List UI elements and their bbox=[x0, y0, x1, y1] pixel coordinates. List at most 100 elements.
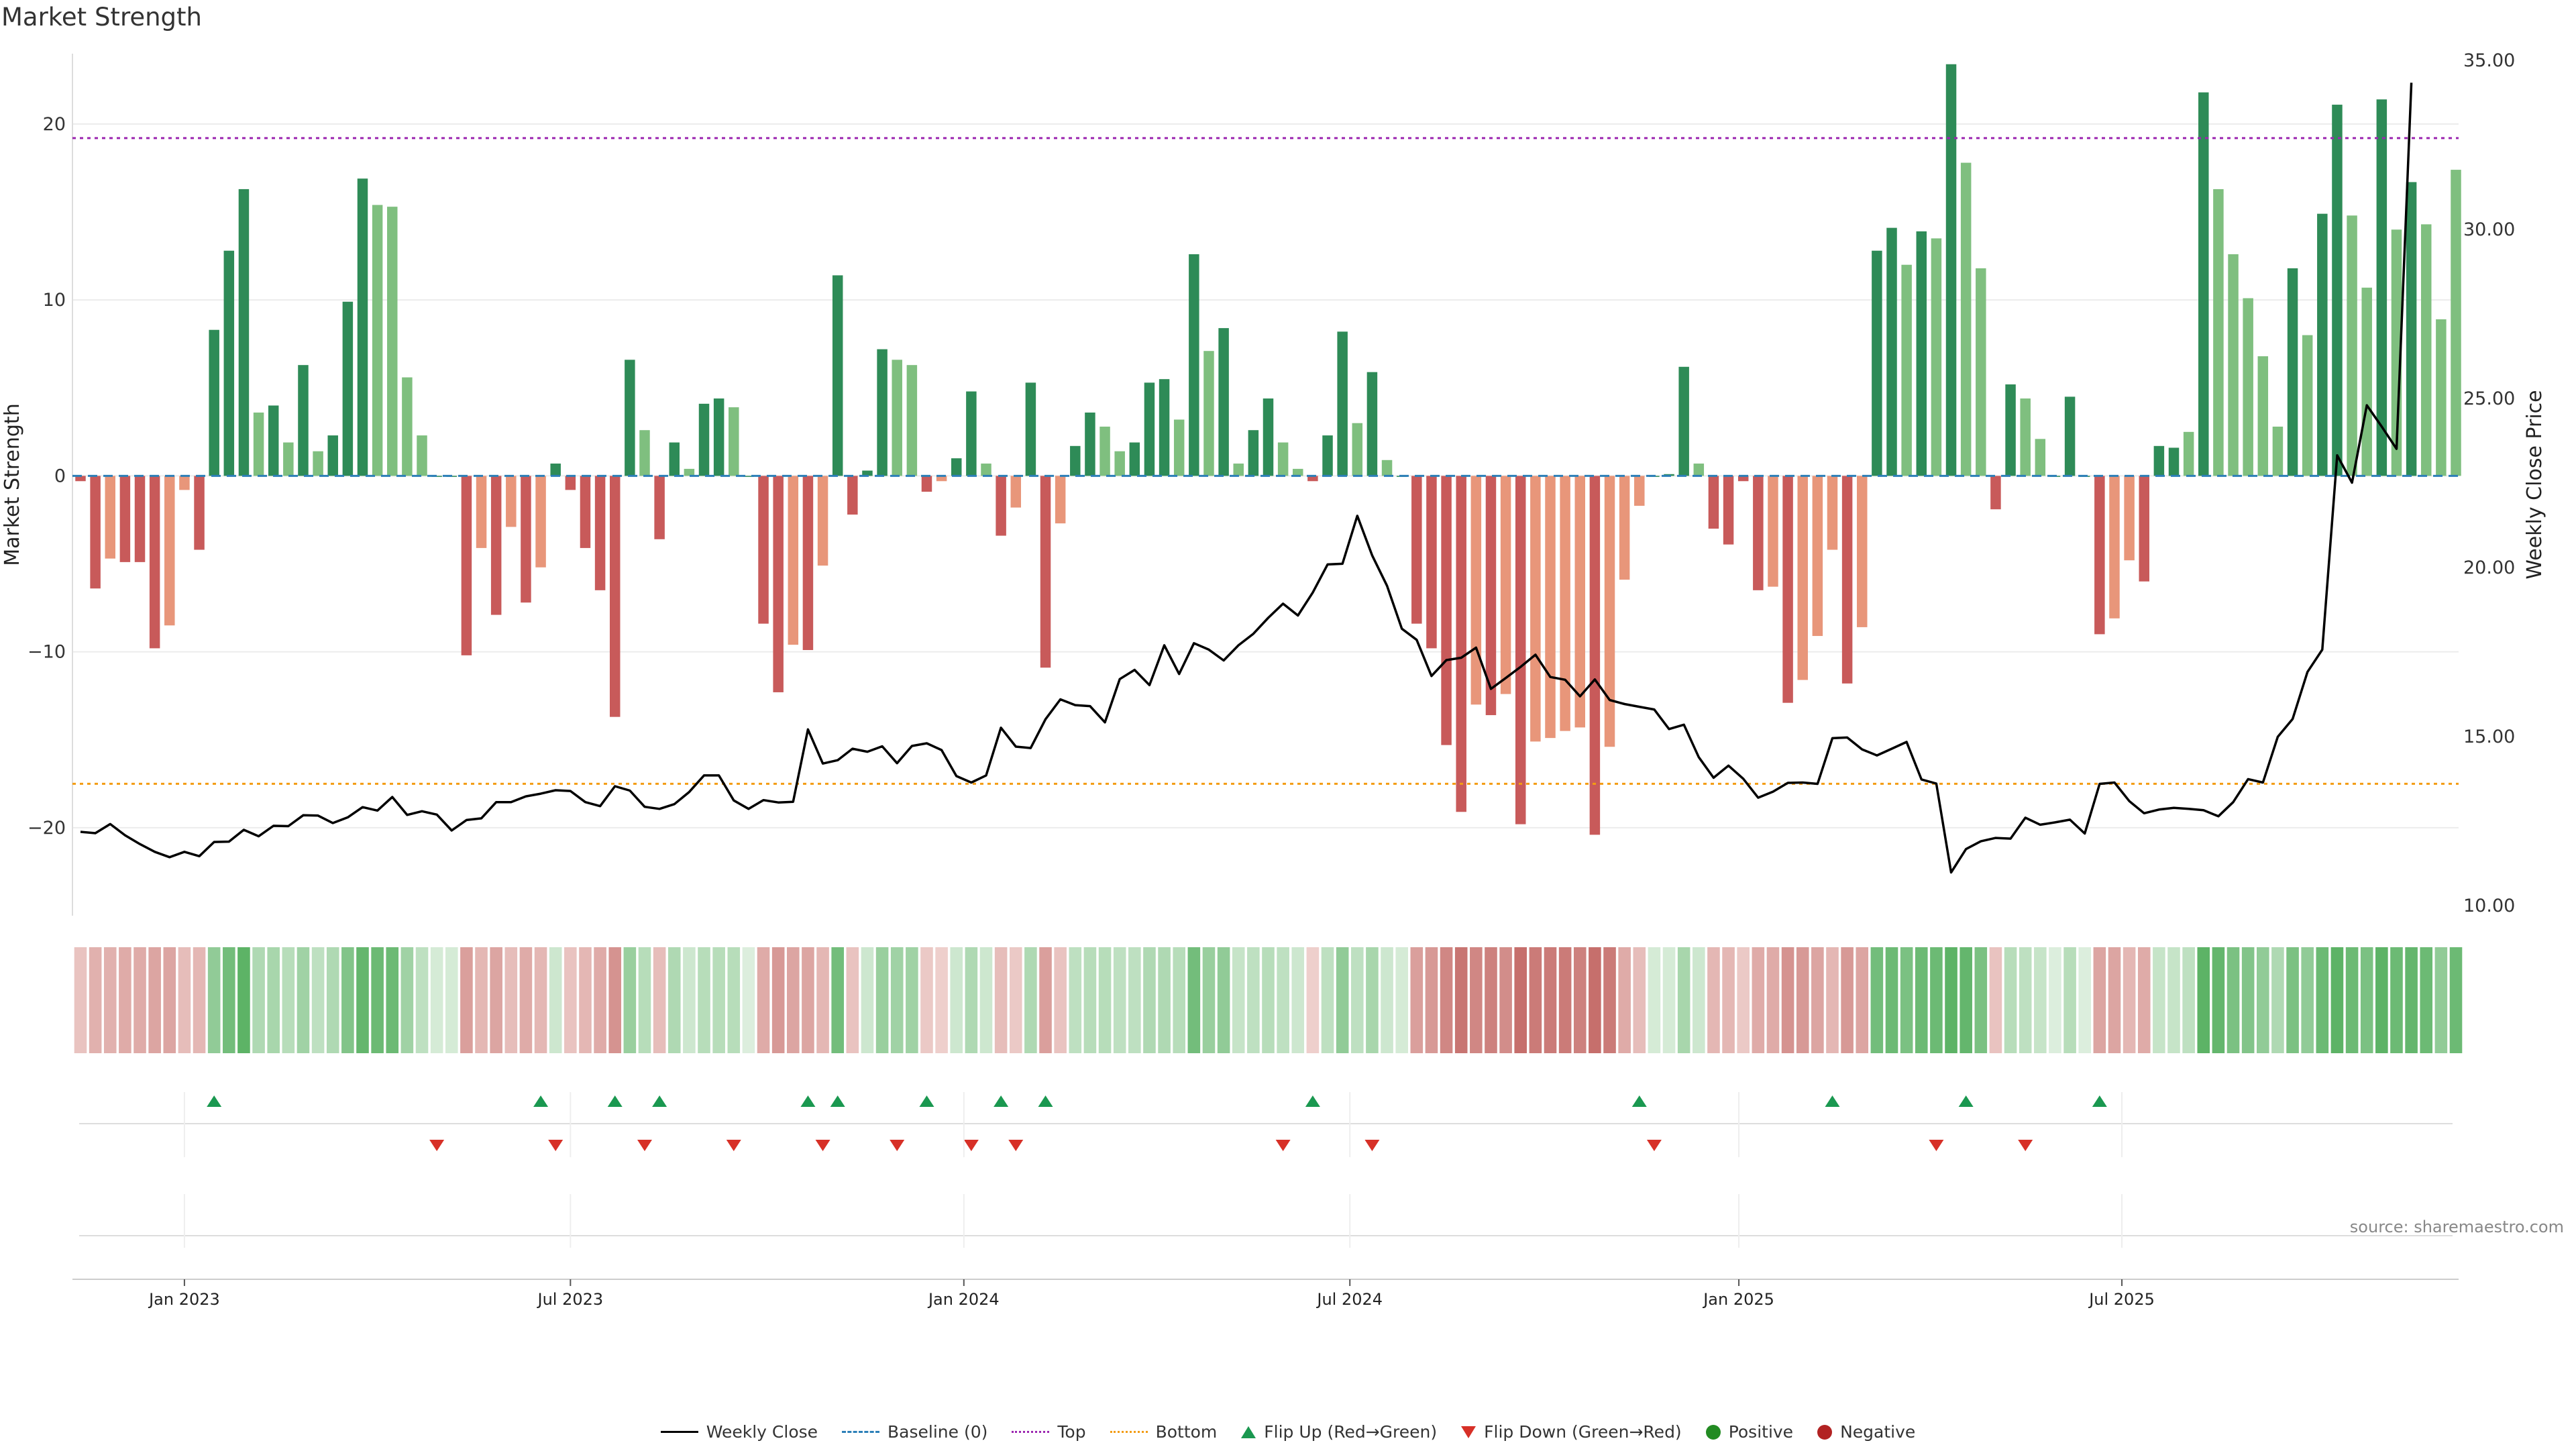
heat-cell bbox=[1841, 947, 1854, 1053]
heat-cell bbox=[1693, 947, 1705, 1053]
strength-bar bbox=[2317, 213, 2328, 476]
heat-cell bbox=[727, 947, 741, 1053]
strength-bar bbox=[996, 476, 1006, 536]
strength-bar bbox=[1055, 476, 1066, 524]
strength-bar bbox=[1515, 476, 1526, 824]
strength-bar bbox=[1099, 426, 1110, 476]
x-tick-label: Jan 2025 bbox=[1702, 1290, 1774, 1309]
heat-cell bbox=[1381, 947, 1393, 1053]
heat-cell bbox=[237, 947, 250, 1053]
strength-bar bbox=[1085, 412, 1095, 476]
heat-cell bbox=[1633, 947, 1646, 1053]
heat-cell bbox=[490, 947, 502, 1053]
heat-cell bbox=[549, 947, 562, 1053]
strength-bar bbox=[1366, 372, 1378, 476]
heat-cell bbox=[712, 947, 725, 1053]
y2-tick-label: 15.00 bbox=[2463, 727, 2515, 747]
heat-cell bbox=[1306, 947, 1320, 1053]
strength-bar bbox=[2257, 356, 2269, 476]
y-tick-label: 0 bbox=[54, 466, 66, 486]
y-axis-label: Market Strength bbox=[1, 403, 24, 566]
flip-up-marker bbox=[1958, 1095, 1974, 1107]
flip-down-marker bbox=[815, 1140, 830, 1151]
strength-bar bbox=[1723, 476, 1734, 545]
heat-cell bbox=[2256, 947, 2269, 1053]
strength-bar bbox=[1812, 476, 1823, 637]
heat-cell bbox=[2449, 947, 2463, 1053]
heat-cell bbox=[2167, 947, 2180, 1053]
heat-cell bbox=[683, 947, 696, 1053]
heat-cell bbox=[311, 947, 325, 1053]
heat-cell bbox=[1366, 947, 1379, 1053]
flip-up-marker bbox=[1305, 1095, 1320, 1107]
strength-bar bbox=[1901, 264, 1912, 476]
heat-cell bbox=[2405, 947, 2418, 1053]
strength-bar bbox=[981, 464, 991, 476]
heat-cell bbox=[1232, 947, 1245, 1053]
strength-bar bbox=[2198, 92, 2209, 476]
heat-cell bbox=[1915, 947, 1928, 1053]
heat-cell bbox=[267, 947, 280, 1053]
heat-cell bbox=[1960, 947, 1972, 1053]
heat-cell bbox=[1737, 947, 1750, 1053]
strength-bar bbox=[1574, 476, 1586, 728]
strength-bar bbox=[1604, 476, 1615, 747]
legend-top: Top bbox=[1012, 1422, 1086, 1442]
strength-bar bbox=[1025, 382, 1036, 476]
strength-bar bbox=[966, 391, 977, 476]
heat-cell bbox=[89, 947, 102, 1053]
strength-bar bbox=[1277, 442, 1289, 476]
heat-cell bbox=[1143, 947, 1156, 1053]
heat-cell bbox=[1054, 947, 1067, 1053]
strength-bar bbox=[2391, 229, 2402, 476]
strength-bar bbox=[1619, 476, 1630, 580]
strength-bar bbox=[223, 250, 235, 476]
heat-cell bbox=[1440, 947, 1453, 1053]
strength-bar bbox=[119, 476, 131, 562]
legend-label: Baseline (0) bbox=[888, 1422, 988, 1442]
strength-bar bbox=[1945, 64, 1957, 476]
heat-cell bbox=[771, 947, 785, 1053]
heat-cell bbox=[861, 947, 874, 1053]
strength-bar bbox=[2420, 224, 2432, 476]
strength-bar bbox=[2005, 384, 2016, 476]
strength-bar bbox=[357, 178, 368, 476]
strength-bar bbox=[372, 205, 383, 476]
y-tick-label: 10 bbox=[43, 290, 66, 311]
strength-bar bbox=[1485, 476, 1497, 716]
strength-bar bbox=[164, 476, 175, 626]
heat-cell bbox=[252, 947, 265, 1053]
strength-bar bbox=[1040, 476, 1051, 668]
strength-bar bbox=[461, 476, 472, 655]
strength-bar bbox=[847, 476, 858, 515]
strength-bar bbox=[2168, 447, 2180, 476]
strength-bar bbox=[1708, 476, 1719, 529]
strength-bar bbox=[1560, 476, 1570, 731]
heat-cell bbox=[1781, 947, 1794, 1053]
strength-bar bbox=[921, 476, 932, 492]
strength-bar bbox=[2376, 99, 2387, 476]
heat-cell bbox=[802, 947, 814, 1053]
heat-cell bbox=[1470, 947, 1483, 1053]
heat-cell bbox=[2123, 947, 2136, 1053]
heat-cell bbox=[667, 947, 681, 1053]
legend-flip-down: Flip Down (Green→Red) bbox=[1461, 1422, 1682, 1442]
strength-bar bbox=[194, 476, 205, 550]
heat-cell bbox=[1321, 947, 1334, 1053]
y2-tick-label: 10.00 bbox=[2463, 896, 2515, 916]
heat-cell bbox=[1485, 947, 1497, 1053]
strength-bar bbox=[1322, 435, 1333, 476]
heat-cell bbox=[415, 947, 429, 1053]
strength-bar bbox=[1753, 476, 1764, 590]
heat-cell bbox=[1098, 947, 1112, 1053]
heat-cell bbox=[504, 947, 518, 1053]
strength-bar bbox=[1841, 476, 1853, 684]
strength-bar bbox=[2347, 215, 2357, 476]
strength-bar bbox=[2094, 476, 2105, 635]
flip-up-marker bbox=[1825, 1095, 1840, 1107]
heat-cell bbox=[2434, 947, 2448, 1053]
strength-bar bbox=[580, 476, 591, 548]
red-dot-icon bbox=[1817, 1424, 1833, 1440]
heat-cell bbox=[1826, 947, 1839, 1053]
legend-label: Negative bbox=[1840, 1422, 1916, 1442]
